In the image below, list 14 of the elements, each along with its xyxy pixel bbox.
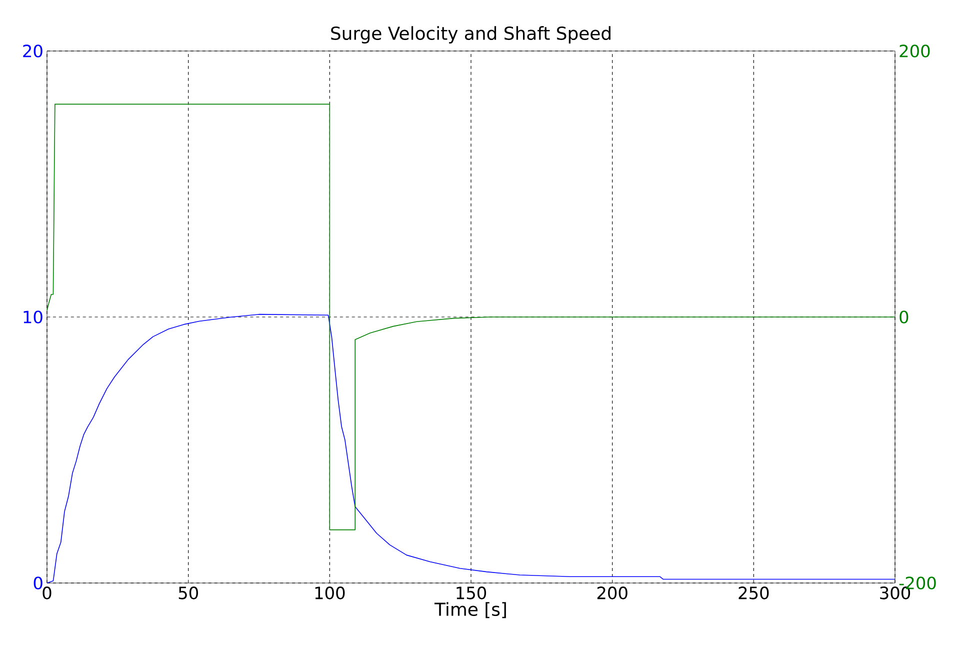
y2-tick-label: 0 [900, 310, 908, 324]
x-tick-label: 250 [738, 586, 769, 600]
line-series [47, 104, 896, 530]
x-tick-label: 200 [597, 586, 628, 600]
x-tick-label: 0 [42, 586, 52, 600]
y-tick-label: 20 [23, 44, 42, 58]
x-tick-label: 100 [315, 586, 345, 600]
y2-tick-label: 200 [900, 44, 930, 58]
chart-title: Surge Velocity and Shaft Speed [331, 26, 610, 44]
x-tick-label: 150 [456, 586, 486, 600]
x-axis-title: Time [s] [434, 602, 506, 618]
x-tick-label: 50 [178, 586, 198, 600]
y-tick-label: 10 [24, 310, 42, 324]
y-tick-label: 0 [34, 576, 42, 590]
